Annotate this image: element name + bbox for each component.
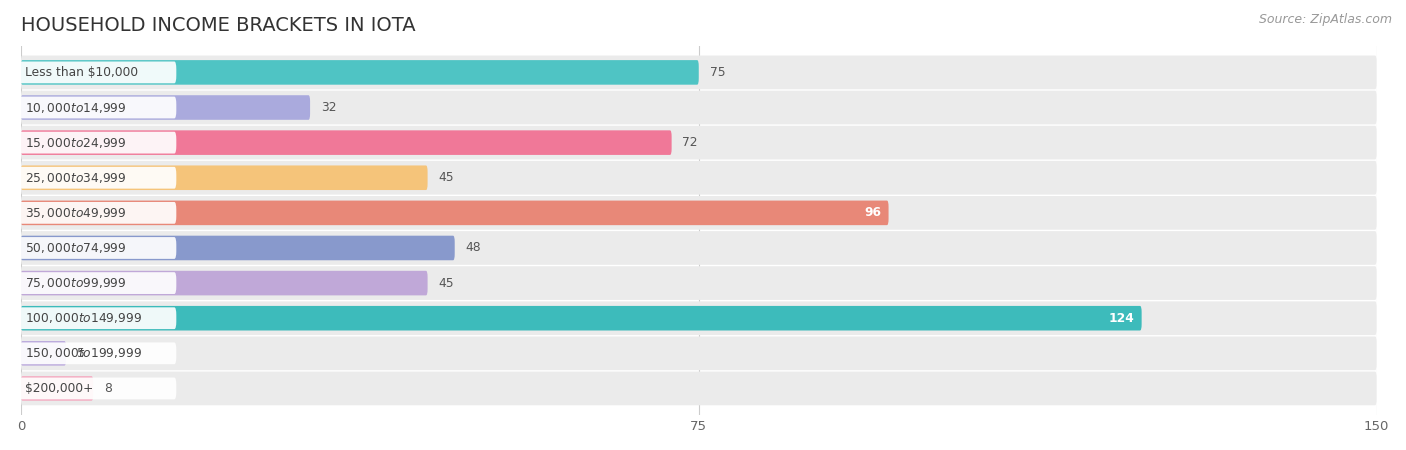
FancyBboxPatch shape: [18, 62, 176, 83]
FancyBboxPatch shape: [21, 306, 1142, 330]
FancyBboxPatch shape: [21, 60, 699, 85]
FancyBboxPatch shape: [21, 236, 454, 260]
Text: Source: ZipAtlas.com: Source: ZipAtlas.com: [1258, 14, 1392, 27]
Text: $200,000+: $200,000+: [25, 382, 94, 395]
FancyBboxPatch shape: [18, 378, 176, 399]
FancyBboxPatch shape: [21, 166, 427, 190]
Text: 48: 48: [465, 242, 481, 255]
FancyBboxPatch shape: [21, 161, 1376, 194]
FancyBboxPatch shape: [21, 337, 1376, 370]
Text: 96: 96: [865, 207, 882, 219]
Text: Less than $10,000: Less than $10,000: [25, 66, 139, 79]
Text: $10,000 to $14,999: $10,000 to $14,999: [25, 100, 127, 114]
Text: 124: 124: [1109, 312, 1135, 325]
Text: $150,000 to $199,999: $150,000 to $199,999: [25, 346, 142, 360]
FancyBboxPatch shape: [21, 231, 1376, 265]
Text: $75,000 to $99,999: $75,000 to $99,999: [25, 276, 127, 290]
FancyBboxPatch shape: [21, 266, 1376, 300]
FancyBboxPatch shape: [21, 55, 1376, 89]
FancyBboxPatch shape: [21, 126, 1376, 159]
FancyBboxPatch shape: [18, 342, 176, 364]
Text: 45: 45: [439, 171, 454, 184]
Text: $25,000 to $34,999: $25,000 to $34,999: [25, 171, 127, 185]
FancyBboxPatch shape: [21, 196, 1376, 230]
FancyBboxPatch shape: [18, 167, 176, 189]
FancyBboxPatch shape: [21, 341, 66, 365]
FancyBboxPatch shape: [18, 307, 176, 329]
FancyBboxPatch shape: [18, 202, 176, 224]
FancyBboxPatch shape: [18, 132, 176, 153]
Text: $50,000 to $74,999: $50,000 to $74,999: [25, 241, 127, 255]
FancyBboxPatch shape: [21, 302, 1376, 335]
FancyBboxPatch shape: [21, 201, 889, 225]
Text: HOUSEHOLD INCOME BRACKETS IN IOTA: HOUSEHOLD INCOME BRACKETS IN IOTA: [21, 16, 416, 35]
Text: $15,000 to $24,999: $15,000 to $24,999: [25, 135, 127, 150]
FancyBboxPatch shape: [21, 130, 672, 155]
FancyBboxPatch shape: [21, 271, 427, 295]
Text: 5: 5: [77, 347, 84, 360]
Text: 32: 32: [321, 101, 336, 114]
FancyBboxPatch shape: [18, 97, 176, 118]
Text: 72: 72: [682, 136, 697, 149]
FancyBboxPatch shape: [21, 90, 1376, 124]
Text: 45: 45: [439, 277, 454, 290]
FancyBboxPatch shape: [18, 237, 176, 259]
FancyBboxPatch shape: [18, 272, 176, 294]
Text: 75: 75: [710, 66, 725, 79]
Text: $35,000 to $49,999: $35,000 to $49,999: [25, 206, 127, 220]
FancyBboxPatch shape: [21, 95, 311, 120]
FancyBboxPatch shape: [21, 372, 1376, 405]
Text: 8: 8: [104, 382, 112, 395]
FancyBboxPatch shape: [21, 376, 93, 401]
Text: $100,000 to $149,999: $100,000 to $149,999: [25, 311, 142, 325]
